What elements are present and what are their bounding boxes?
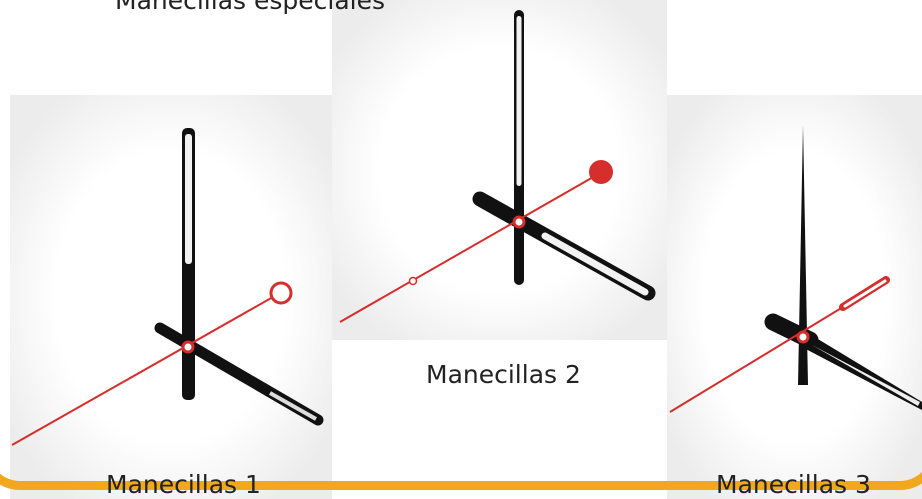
- item-caption: Manecillas 1: [106, 470, 261, 499]
- frame: [0, 0, 922, 490]
- item-caption: Manecillas 2: [426, 360, 581, 389]
- item-caption: Manecillas 3: [716, 470, 871, 499]
- page: {"header": {"title": "Manecillas especia…: [0, 0, 922, 499]
- section-title: Manecillas especiales: [115, 0, 385, 15]
